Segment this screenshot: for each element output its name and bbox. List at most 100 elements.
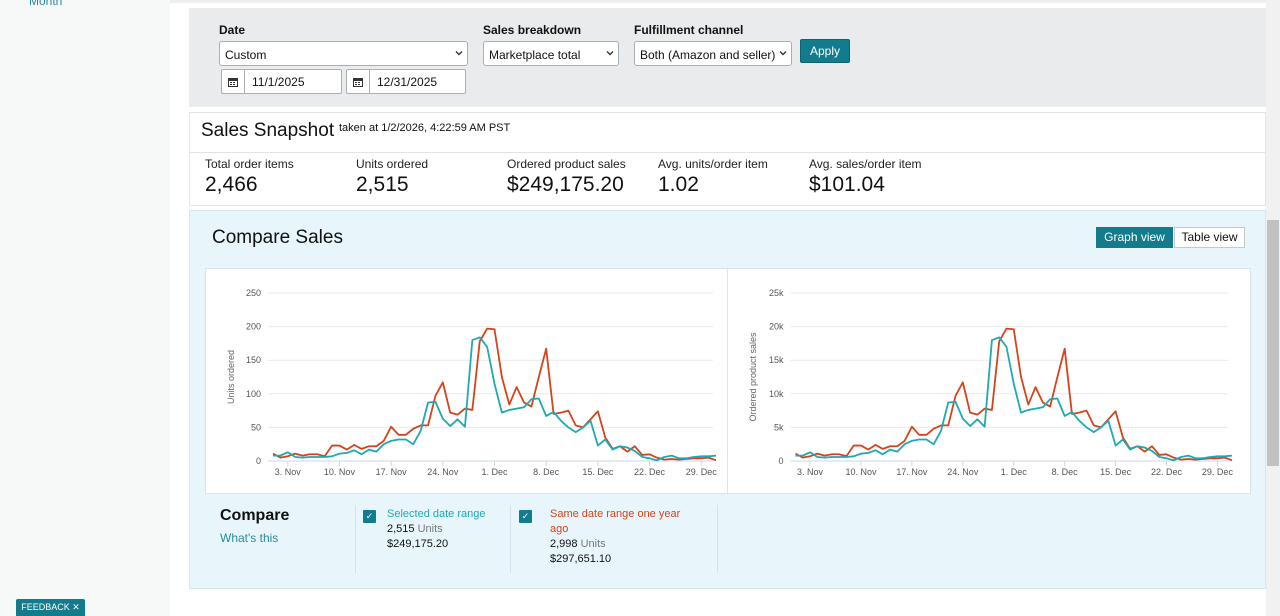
end-date-input[interactable]: 12/31/2025 [346, 69, 466, 94]
units-chart-svg: 0 50 100 150 200 250 3. Nov 10. Nov 17. Nov 24. N… [226, 288, 718, 477]
y-tick-label: 0 [778, 456, 783, 466]
selected-range-label: Selected date range [387, 508, 486, 520]
table-view-button[interactable]: Table view [1174, 227, 1245, 248]
metric-label: Avg. units/order item [658, 157, 768, 171]
start-date-value: 11/1/2025 [252, 75, 305, 89]
y-tick-label: 50 [251, 422, 261, 432]
x-tick-label: 8. Dec [1052, 467, 1079, 477]
y-tick-label: 20k [769, 322, 784, 332]
chevron-down-icon [606, 51, 614, 56]
calendar-icon[interactable] [222, 70, 245, 93]
snapshot-timestamp: taken at 1/2/2026, 4:22:59 AM PST [339, 122, 511, 134]
x-tick-label: 8. Dec [533, 467, 560, 477]
x-tick-label: 17. Nov [896, 467, 928, 477]
selected-range-checkbox[interactable]: ✓ [363, 510, 376, 523]
metric-label: Avg. sales/order item [809, 157, 922, 171]
snapshot-title: Sales Snapshot [201, 120, 335, 141]
metric-value: $101.04 [809, 173, 885, 196]
last-year-units: 2,998 [550, 538, 578, 550]
graph-view-button[interactable]: Graph view [1096, 227, 1173, 248]
units-word: Units [580, 538, 606, 550]
breakdown-label: Sales breakdown [483, 23, 582, 37]
x-tick-label: 22. Dec [1151, 467, 1183, 477]
x-tick-label: 15. Dec [1100, 467, 1132, 477]
y-tick-label: 150 [246, 355, 261, 365]
scrollbar-thumb[interactable] [1267, 220, 1279, 466]
metric-value: 1.02 [658, 173, 699, 196]
compare-title: Compare [220, 507, 290, 524]
compare-sales-panel: Compare Sales Graph view Table view 0 50 1… [189, 210, 1266, 589]
divider [510, 505, 511, 573]
metric-ordered-product-sales: Ordered product sales $249,175.20 [507, 157, 626, 197]
breakdown-select[interactable]: Marketplace total [483, 41, 619, 66]
last-year-info: Same date range one year ago 2,998 Units… [550, 507, 690, 567]
y-tick-label: 100 [246, 389, 261, 399]
divider [717, 505, 718, 573]
metric-label: Units ordered [356, 157, 429, 171]
x-tick-label: 24. Nov [947, 467, 979, 477]
x-tick-label: 17. Nov [376, 467, 408, 477]
y-tick-label: 250 [246, 288, 261, 298]
channel-label: Fulfillment channel [634, 23, 744, 37]
divider [170, 0, 1266, 3]
metric-avg-units: Avg. units/order item 1.02 [658, 157, 768, 197]
sales-chart: 0 5k 10k 15k 20k 25k 3. Nov 10. Nov 17. Nov 24. N… [727, 268, 1251, 494]
channel-select[interactable]: Both (Amazon and seller) [634, 41, 792, 66]
date-select-value: Custom [225, 48, 267, 62]
last-year-label: Same date range one year ago [550, 508, 681, 535]
sidebar-item-month[interactable]: Month [29, 0, 63, 8]
x-tick-label: 10. Nov [845, 467, 877, 477]
metric-value: 2,515 [356, 173, 409, 196]
x-tick-label: 1. Dec [481, 467, 508, 477]
selected-range-units: 2,515 [387, 523, 415, 535]
sidebar: Month [0, 0, 170, 616]
units-chart: 0 50 100 150 200 250 3. Nov 10. Nov 17. Nov 24. N… [205, 268, 728, 494]
date-label: Date [219, 23, 246, 37]
whats-this-link[interactable]: What's this [220, 531, 279, 545]
metric-units-ordered: Units ordered 2,515 [356, 157, 428, 197]
x-tick-label: 22. Dec [634, 467, 666, 477]
channel-select-value: Both (Amazon and seller) [640, 48, 776, 62]
x-tick-label: 3. Nov [275, 467, 302, 477]
metric-total-order-items: Total order items 2,466 [205, 157, 294, 197]
x-tick-label: 1. Dec [1001, 467, 1028, 477]
series-line-last-year [795, 327, 1233, 462]
y-tick-label: 10k [769, 389, 784, 399]
feedback-button[interactable]: FEEDBACK ✕ [16, 599, 85, 616]
x-tick-label: 29. Dec [686, 467, 718, 477]
calendar-icon[interactable] [347, 70, 370, 93]
x-tick-label: 29. Dec [1202, 467, 1234, 477]
compare-sales-title: Compare Sales [212, 227, 343, 248]
sales-chart-svg: 0 5k 10k 15k 20k 25k 3. Nov 10. Nov 17. Nov 24. N… [748, 288, 1234, 477]
y-tick-label: 25k [769, 288, 784, 298]
series-line-last-year [272, 327, 717, 462]
apply-button[interactable]: Apply [800, 39, 850, 63]
chevron-down-icon [455, 51, 463, 56]
selected-range-sales: $249,175.20 [387, 538, 449, 550]
chevron-down-icon [779, 51, 787, 56]
metric-avg-sales: Avg. sales/order item $101.04 [809, 157, 922, 197]
selected-range-info: Selected date range 2,515 Units $249,175… [387, 507, 497, 552]
metric-value: $249,175.20 [507, 173, 624, 196]
units-word: Units [417, 523, 443, 535]
y-axis-label: Ordered product sales [748, 332, 758, 422]
metric-label: Ordered product sales [507, 157, 626, 171]
filter-panel: Date Custom 11/1/2025 12/31/2025 Sales b… [189, 8, 1266, 107]
sales-snapshot: Sales Snapshot taken at 1/2/2026, 4:22:5… [189, 112, 1266, 206]
y-tick-label: 0 [256, 456, 261, 466]
series-line-selected-range [273, 336, 717, 462]
start-date-input[interactable]: 11/1/2025 [221, 69, 342, 94]
x-tick-label: 10. Nov [324, 467, 356, 477]
x-tick-label: 15. Dec [582, 467, 614, 477]
metric-label: Total order items [205, 157, 294, 171]
series-line-selected-range [795, 336, 1233, 462]
last-year-checkbox[interactable]: ✓ [519, 510, 532, 523]
y-axis-label: Units ordered [226, 350, 236, 404]
x-tick-label: 24. Nov [427, 467, 459, 477]
date-select[interactable]: Custom [219, 41, 468, 66]
last-year-sales: $297,651.10 [550, 553, 612, 565]
breakdown-select-value: Marketplace total [489, 48, 581, 62]
scrollbar[interactable] [1266, 0, 1280, 616]
y-tick-label: 15k [769, 355, 784, 365]
y-tick-label: 5k [774, 422, 784, 432]
